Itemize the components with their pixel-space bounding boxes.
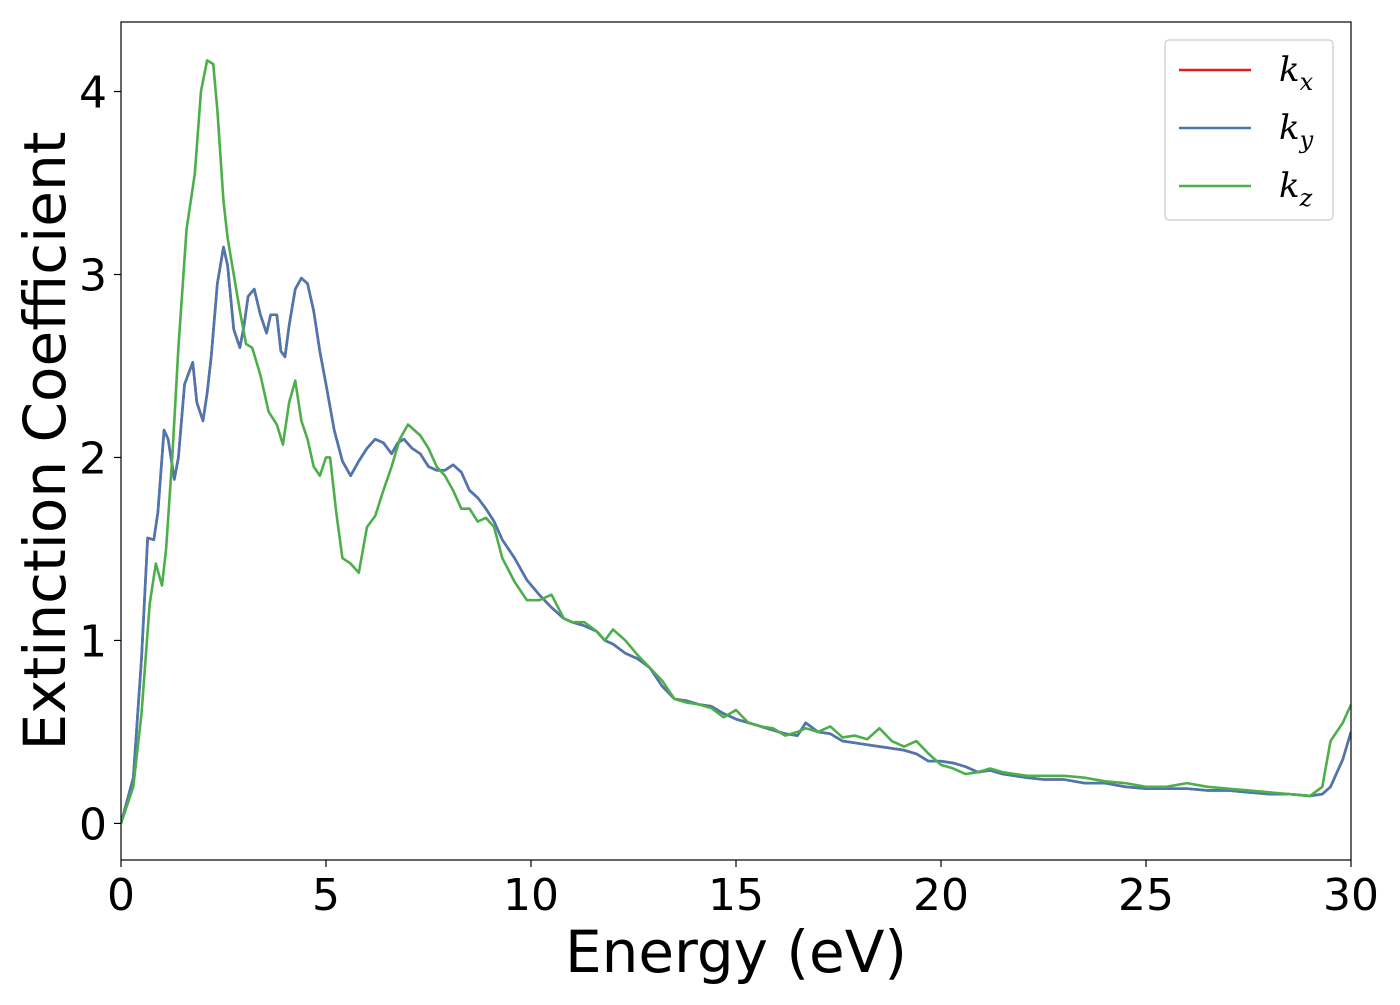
x-axis-title: Energy (eV) — [565, 918, 907, 986]
y-tick-label: 2 — [79, 433, 107, 484]
y-tick-label: 4 — [79, 68, 107, 119]
y-tick-label: 3 — [79, 250, 107, 301]
legend-label-main: k — [1279, 108, 1300, 148]
legend-label-sub: z — [1299, 184, 1313, 212]
ticks-layer: 0 5 10 15 20 25 30 0 1 2 3 4 — [79, 68, 1379, 921]
legend-label-main: k — [1279, 50, 1300, 90]
y-axis-title: Extinction Coefficient — [11, 132, 79, 751]
legend-label-sub: y — [1299, 126, 1314, 154]
legend-label-k-x: kx — [1279, 50, 1314, 96]
legend-label-k-y: ky — [1279, 108, 1314, 154]
y-tick-label: 0 — [79, 799, 107, 850]
x-tick-label: 30 — [1323, 870, 1379, 921]
legend-label-main: k — [1279, 166, 1300, 206]
legend-box — [1164, 39, 1334, 221]
x-tick-label: 5 — [312, 870, 340, 921]
series-line-k-x — [121, 245, 1351, 824]
x-tick-label: 0 — [107, 870, 135, 921]
x-tick-label: 15 — [708, 870, 764, 921]
legend-label-k-z: kz — [1279, 166, 1313, 212]
x-tick-label: 10 — [503, 870, 559, 921]
x-tick-label: 20 — [913, 870, 969, 921]
series-line-k-z — [121, 59, 1351, 824]
y-tick-label: 1 — [79, 616, 107, 667]
legend-label-sub: x — [1300, 68, 1314, 96]
series-layer — [121, 59, 1351, 824]
series-line-k-y — [121, 245, 1351, 824]
x-tick-label: 25 — [1118, 870, 1174, 921]
